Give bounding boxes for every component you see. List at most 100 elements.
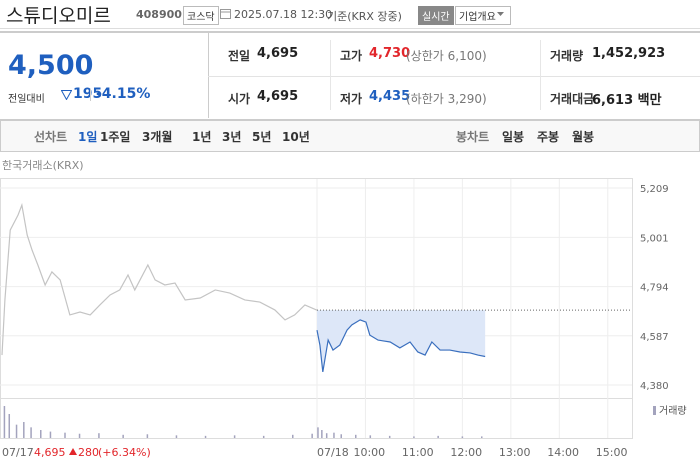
header-bar xyxy=(0,0,700,29)
down-icon xyxy=(61,90,72,100)
plot-frame xyxy=(0,178,633,439)
quote-value: 4,695 xyxy=(257,89,299,104)
volume-bar xyxy=(40,430,42,438)
candle-tab[interactable]: 월봉 xyxy=(572,130,595,144)
x-tick-label: 12:00 xyxy=(450,446,482,459)
quote-note: (상한가 6,100) xyxy=(406,49,487,63)
period-tab[interactable]: 10년 xyxy=(282,130,310,144)
volume-bar xyxy=(325,433,328,438)
quote-note: (하한가 3,290) xyxy=(406,92,487,106)
quote-value: 4,695 xyxy=(257,46,299,61)
x-tick-label: 13:00 xyxy=(499,446,531,459)
x-tick-label: 10:00 xyxy=(353,446,385,459)
stock-code: 408900 xyxy=(136,8,182,21)
divider xyxy=(330,40,331,110)
volume-bar xyxy=(64,432,66,438)
y-tick-label: 4,380 xyxy=(640,381,669,392)
legend-label: 거래량 xyxy=(659,405,687,417)
datetime: 2025.07.18 12:30 xyxy=(234,8,333,21)
volume-bar xyxy=(98,433,100,438)
volume-bar xyxy=(317,427,319,438)
stock-name: 스튜디오미르 xyxy=(6,5,111,27)
period-tab[interactable]: 5년 xyxy=(252,130,272,144)
y-tick-label: 5,209 xyxy=(640,184,669,195)
candle-tab[interactable]: 일봉 xyxy=(502,130,525,144)
quote-box xyxy=(0,31,700,120)
volume-bar xyxy=(413,436,415,438)
company-info-button[interactable]: 기업개요 xyxy=(455,6,511,25)
candle-tab[interactable]: 주봉 xyxy=(537,130,560,144)
x-tick-label: 15:00 xyxy=(596,446,628,459)
quote-label: 고가 xyxy=(340,49,363,63)
quote-value: 4,730 xyxy=(369,46,411,61)
tab-bar xyxy=(0,120,700,152)
period-tab[interactable]: 1일 xyxy=(78,130,98,144)
volume-bar xyxy=(311,433,313,438)
volume-bar xyxy=(355,434,357,438)
change-label: 전일대비 xyxy=(8,94,45,105)
tab-label: 봉차트 xyxy=(456,130,490,144)
divider xyxy=(208,76,700,77)
quote-value: 1,452,923 xyxy=(592,46,666,61)
y-tick-label: 4,794 xyxy=(640,283,669,294)
current-price: 4,500 xyxy=(8,50,94,81)
price-line xyxy=(316,319,486,373)
footer-price: 4,695 xyxy=(34,446,66,459)
volume-bar xyxy=(233,435,236,438)
area-fill xyxy=(317,310,486,372)
volume-bar xyxy=(8,414,11,438)
footer-change: 280 xyxy=(78,446,99,459)
volume-bar xyxy=(481,436,483,438)
divider xyxy=(90,89,91,101)
quote-value: 6,613 백만 xyxy=(592,93,662,108)
footer-change-rate: (+6.34%) xyxy=(98,446,151,459)
dropdown-arrow xyxy=(497,12,504,16)
x-tick-label: 11:00 xyxy=(402,446,434,459)
change: 195 xyxy=(73,86,103,102)
volume-bar xyxy=(437,435,439,438)
divider xyxy=(540,40,541,110)
change-rate: -4.15% xyxy=(96,86,151,102)
volume-bar xyxy=(388,435,391,438)
volume-bar xyxy=(340,434,342,438)
volume-bar xyxy=(369,435,372,438)
divider xyxy=(208,33,209,118)
volume-bar xyxy=(49,431,52,438)
y-tick-label: 5,001 xyxy=(640,233,669,244)
volume-bar xyxy=(461,436,464,438)
calendar-icon xyxy=(220,9,231,19)
quote-label: 전일 xyxy=(228,49,251,63)
x-tick-label: 14:00 xyxy=(547,446,579,459)
volume-bar xyxy=(292,434,294,438)
volume-bar xyxy=(30,427,32,438)
quote-label: 저가 xyxy=(340,92,363,106)
volume-bar xyxy=(78,433,81,438)
quote-label: 거래량 xyxy=(550,49,584,63)
volume-bar xyxy=(204,435,207,438)
legend-swatch xyxy=(653,406,656,415)
market-badge: 코스닥 xyxy=(183,6,219,25)
volume-bar xyxy=(122,434,124,438)
volume-bar xyxy=(146,434,149,438)
chart: 한국거래소(KRX) 거래량 07/17 4,695 280 (+6.34%) … xyxy=(0,159,687,459)
volume-bar xyxy=(3,406,6,438)
footer-date: 07/17 xyxy=(2,446,34,459)
price-line xyxy=(1,202,318,356)
volume-bar xyxy=(333,432,335,438)
period-tab[interactable]: 3년 xyxy=(222,130,242,144)
quote-label: 시가 xyxy=(228,92,251,106)
period-tab[interactable]: 1주일 xyxy=(100,130,131,144)
tab-label: 선차트 xyxy=(34,130,68,144)
volume-bar xyxy=(15,424,18,438)
realtime-button[interactable]: 실시간 xyxy=(418,6,454,25)
chart-source: 한국거래소(KRX) xyxy=(2,159,84,172)
volume-bar xyxy=(175,435,178,438)
up-icon xyxy=(69,448,77,455)
volume-bar xyxy=(321,430,323,438)
x-tick-label: 07/18 xyxy=(317,446,349,459)
volume-bar xyxy=(23,422,25,438)
period-tab[interactable]: 1년 xyxy=(192,130,212,144)
quote-label: 거래대금 xyxy=(550,92,595,106)
period-tab[interactable]: 3개월 xyxy=(142,130,173,144)
basis: 기준(KRX 장중) xyxy=(327,10,402,23)
